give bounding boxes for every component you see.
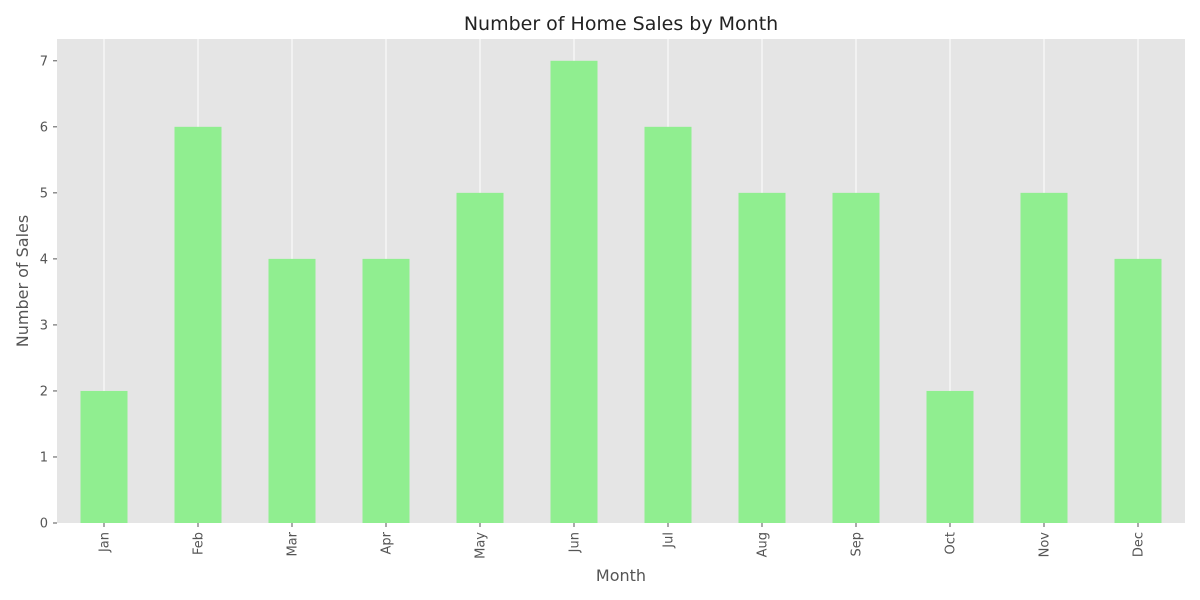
x-tick-label: Apr (380, 531, 395, 554)
bars (80, 60, 1162, 524)
x-tick-label: Feb (192, 532, 207, 555)
x-tick-label: Jan (98, 532, 113, 553)
y-tick-label: 0 (40, 517, 48, 532)
bar-jul (644, 126, 692, 523)
bar-sep (832, 192, 880, 524)
chart-title: Number of Home Sales by Month (464, 13, 778, 35)
y-tick-label: 7 (40, 54, 48, 69)
y-tick-label: 5 (40, 186, 48, 201)
x-axis-ticks: Jan Feb Mar Apr May Jun Jul Aug Sep Oct Nov Dec (98, 523, 1147, 559)
y-tick-label: 2 (40, 384, 48, 399)
x-tick-label: Sep (850, 532, 865, 557)
x-tick-label: Oct (944, 532, 959, 554)
x-tick-label: Jul (662, 532, 677, 549)
x-tick-label: Nov (1038, 532, 1053, 558)
bar-may (456, 192, 504, 524)
bar-feb (174, 126, 222, 523)
x-axis-label: Month (596, 566, 646, 585)
x-tick-label: May (474, 532, 489, 559)
y-axis-label: Number of Sales (13, 215, 32, 347)
bar-dec (1114, 258, 1162, 523)
y-tick-label: 6 (40, 120, 48, 135)
y-tick-label: 3 (40, 318, 48, 333)
x-tick-label: Aug (756, 532, 771, 557)
y-tick-label: 4 (40, 252, 48, 267)
bar-aug (738, 192, 786, 524)
bar-jun (550, 60, 598, 523)
bar-jan (80, 390, 128, 523)
y-axis-ticks: 0 1 2 3 4 5 6 7 (40, 54, 57, 532)
x-tick-label: Jun (568, 532, 583, 553)
x-tick-label: Dec (1132, 532, 1147, 557)
bar-apr (362, 258, 410, 523)
bar-mar (268, 258, 316, 523)
y-tick-label: 1 (40, 450, 48, 465)
plot-area (57, 39, 1185, 523)
bar-nov (1020, 192, 1068, 524)
x-tick-label: Mar (286, 531, 301, 556)
bar-oct (926, 390, 974, 523)
